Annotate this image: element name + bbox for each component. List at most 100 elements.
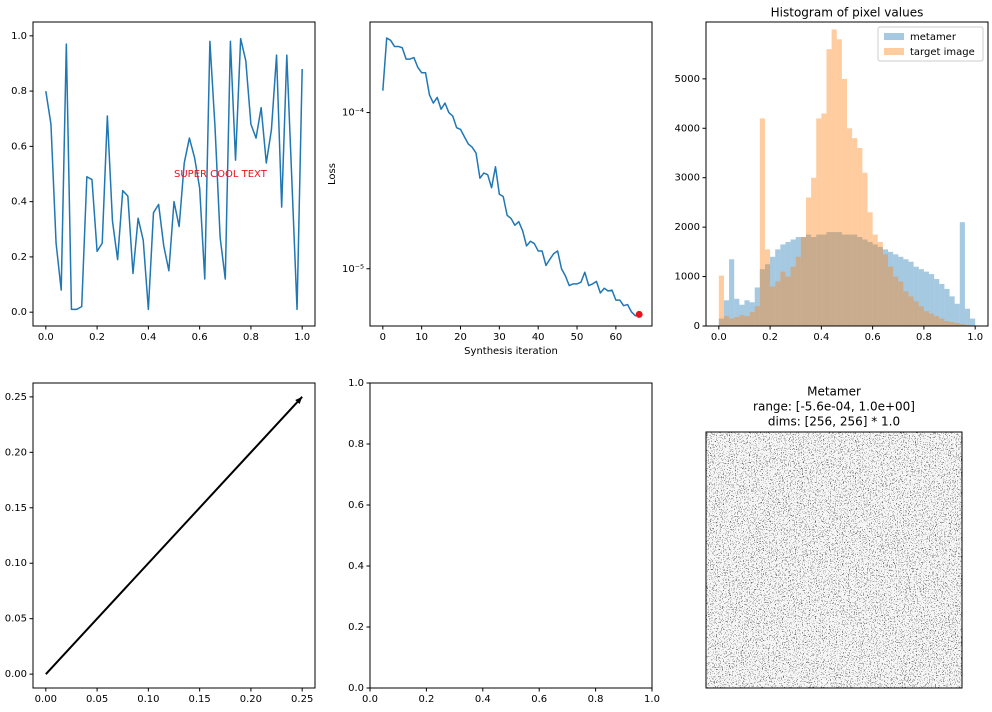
x-tick-label: 0.0 bbox=[362, 694, 378, 705]
current-point bbox=[635, 310, 643, 318]
y-tick-label: 1.0 bbox=[348, 378, 364, 389]
hist-bar bbox=[852, 234, 858, 326]
hist-bar bbox=[729, 318, 735, 326]
hist-bar bbox=[847, 234, 853, 326]
hist-bar bbox=[729, 259, 735, 326]
annotation: SUPER COOL TEXT bbox=[174, 169, 268, 180]
hist-bar bbox=[877, 241, 883, 326]
y-tick-label: 0.8 bbox=[11, 86, 27, 97]
hist-bar bbox=[867, 212, 873, 326]
y-tick-label: 10⁻⁴ bbox=[342, 108, 364, 119]
y-tick-label: 3000 bbox=[675, 173, 700, 184]
x-tick-label: 0.2 bbox=[418, 694, 434, 705]
hist-bar bbox=[857, 148, 863, 326]
hist-bar bbox=[929, 313, 935, 326]
x-tick-label: 1.0 bbox=[644, 694, 660, 705]
x-tick-label: 0.15 bbox=[189, 694, 211, 705]
hist-bar bbox=[739, 304, 745, 326]
axes: 0.0 0.2 0.4 0.6 0.8 1.0 0.0 0.2 0.4 0.6 0.8 1.0 bbox=[348, 378, 660, 705]
y-tick-label: 10⁻⁵ bbox=[342, 264, 364, 275]
legend-label: metamer bbox=[910, 32, 957, 43]
y-tick-label: 0.00 bbox=[5, 669, 27, 680]
hist-bar bbox=[882, 254, 889, 326]
hist-bar bbox=[857, 237, 863, 326]
x-tick-label: 0.0 bbox=[38, 332, 54, 343]
hist-bar bbox=[764, 249, 771, 326]
x-tick-label: 0.4 bbox=[475, 694, 491, 705]
hist-bar bbox=[770, 256, 776, 326]
y-tick-label: 0.8 bbox=[348, 439, 364, 450]
hist-bar bbox=[954, 303, 960, 326]
hist-bar bbox=[723, 316, 730, 326]
hist-bar bbox=[888, 251, 894, 326]
axes-frame bbox=[369, 21, 653, 327]
legend-swatch bbox=[884, 33, 904, 40]
hist-bar bbox=[898, 256, 904, 326]
x-tick-label: 60 bbox=[610, 332, 623, 343]
y-tick-label: 0.6 bbox=[348, 500, 364, 511]
hist-bar bbox=[959, 324, 965, 326]
y-tick-label: 4000 bbox=[675, 123, 700, 134]
hist-bar bbox=[795, 237, 801, 326]
y-tick-label: 0.6 bbox=[11, 141, 27, 152]
x-tick-label: 0.4 bbox=[140, 332, 156, 343]
axes: 0.0 0.2 0.4 0.6 0.8 1.0 0.0 0.2 0.4 0.6 0.8 1.0 SUPE… bbox=[11, 21, 316, 343]
hist-bar bbox=[790, 266, 796, 326]
x-tick-label: 40 bbox=[532, 332, 545, 343]
hist-bar bbox=[718, 275, 724, 326]
hist-bar bbox=[821, 113, 827, 327]
hist-bar bbox=[862, 172, 868, 326]
hist-bar bbox=[944, 288, 950, 326]
axes-frame bbox=[369, 382, 653, 689]
hist-bar bbox=[903, 259, 909, 326]
hist-bar bbox=[893, 276, 899, 326]
hist-bar bbox=[867, 241, 873, 326]
hist-bar bbox=[923, 311, 930, 326]
hist-bar bbox=[770, 286, 776, 326]
y-tick-label: 0.0 bbox=[348, 683, 364, 694]
x-tick-label: 0.6 bbox=[531, 694, 547, 705]
x-tick-label: 1.0 bbox=[294, 332, 310, 343]
plot-area bbox=[33, 22, 315, 326]
hist-bar bbox=[816, 118, 822, 326]
x-tick-label: 0.8 bbox=[243, 332, 259, 343]
hist-bar bbox=[852, 138, 858, 326]
hist-bar bbox=[847, 128, 853, 326]
hist-bar bbox=[734, 298, 740, 326]
hist-bar bbox=[918, 306, 924, 326]
hist-bar bbox=[872, 244, 878, 326]
y-tick-label: 2000 bbox=[675, 222, 700, 233]
hist-bar bbox=[872, 234, 878, 326]
x-tick-label: 0.00 bbox=[35, 694, 57, 705]
x-tick-label: 0.8 bbox=[588, 694, 604, 705]
arrow-head bbox=[295, 396, 303, 405]
hist-bar bbox=[734, 317, 740, 326]
image-title: dims: [256, 256] * 1.0 bbox=[768, 415, 900, 429]
hist-bar bbox=[913, 301, 919, 326]
axes: 0.00 0.05 0.10 0.15 0.20 0.25 0.00 0.05 0.10 0.15… bbox=[5, 382, 316, 705]
y-tick-label: 0.4 bbox=[348, 561, 364, 572]
hist-bar bbox=[785, 241, 791, 326]
plot-area bbox=[706, 22, 988, 326]
hist-bar bbox=[934, 279, 940, 326]
x-tick-label: 0.0 bbox=[711, 332, 727, 343]
hist-bar bbox=[764, 264, 771, 326]
chart-title: Histogram of pixel values bbox=[771, 6, 924, 20]
hist-bar bbox=[780, 244, 786, 326]
hist-bar bbox=[780, 271, 786, 326]
x-tick-label: 0 bbox=[380, 332, 386, 343]
y-tick-label: 5000 bbox=[675, 74, 700, 85]
y-axis-label: Loss bbox=[327, 163, 338, 185]
hist-bar bbox=[903, 291, 909, 326]
legend-swatch bbox=[884, 48, 904, 55]
hist-bar bbox=[754, 287, 760, 326]
hist-bar bbox=[877, 246, 883, 326]
image-title: range: [-5.6e-04, 1.0e+00] bbox=[753, 400, 915, 414]
hist-bar bbox=[826, 232, 832, 326]
hist-bar bbox=[816, 234, 822, 326]
y-tick-label: 0.4 bbox=[11, 197, 27, 208]
hist-bar bbox=[841, 78, 847, 327]
x-tick-label: 0.25 bbox=[291, 694, 313, 705]
hist-bar bbox=[749, 312, 755, 326]
hist-bar bbox=[888, 266, 894, 326]
